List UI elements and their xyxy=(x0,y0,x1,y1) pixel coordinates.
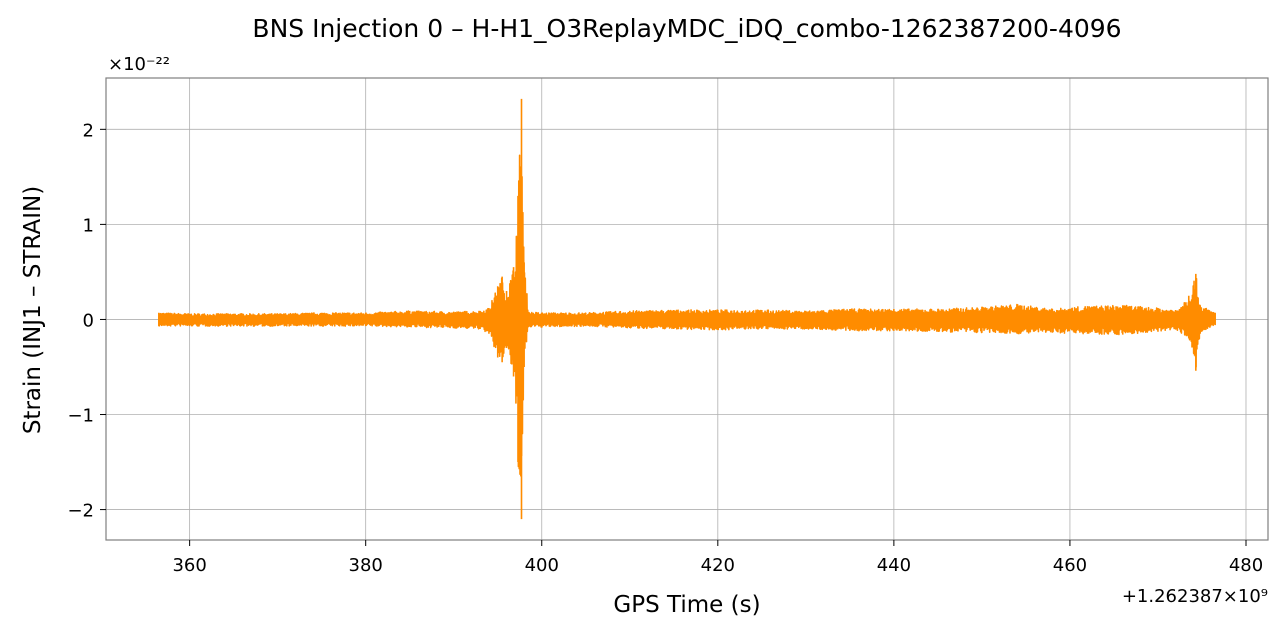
x-tick-label: 480 xyxy=(1229,555,1263,576)
y-tick-label: 0 xyxy=(83,310,94,331)
y-tick-label: 2 xyxy=(83,120,94,141)
y-scale-label: ×10⁻²² xyxy=(108,54,170,75)
x-offset-label: +1.262387×10⁹ xyxy=(1122,586,1268,607)
y-tick-label: −2 xyxy=(67,501,94,522)
chart-title: BNS Injection 0 – H-H1_O3ReplayMDC_iDQ_c… xyxy=(252,14,1121,43)
x-tick-label: 420 xyxy=(701,555,735,576)
y-axis-label: Strain (INJ1 – STRAIN) xyxy=(20,186,46,434)
x-tick-label: 460 xyxy=(1053,555,1087,576)
x-tick-label: 360 xyxy=(172,555,206,576)
y-tick-label: −1 xyxy=(67,406,94,427)
strain-series-line xyxy=(158,98,1216,520)
y-ticks: −2 −1 0 1 2 xyxy=(67,120,106,522)
plot-frame xyxy=(105,77,1269,541)
x-tick-label: 380 xyxy=(349,555,383,576)
x-tick-label: 400 xyxy=(525,555,559,576)
y-tick-label: 1 xyxy=(83,215,94,236)
x-ticks: 360 380 400 420 440 460 480 xyxy=(172,540,1263,576)
x-tick-label: 440 xyxy=(877,555,911,576)
x-axis-label: GPS Time (s) xyxy=(613,592,760,618)
plot-series xyxy=(158,98,1216,520)
